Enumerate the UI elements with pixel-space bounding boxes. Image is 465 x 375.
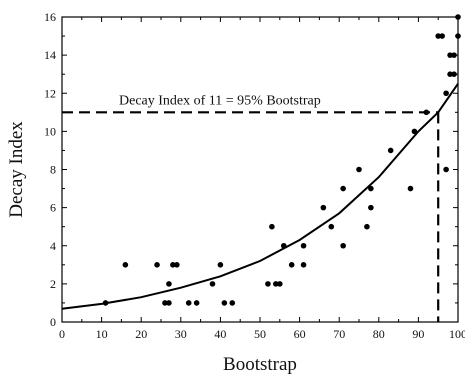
data-point: [356, 166, 362, 173]
tick-labels: 0 10 20 30 40 50 60 70 80 90 100 0 2 4 6 8 10 12 14 16: [44, 10, 465, 341]
data-point: [439, 33, 445, 39]
threshold-annotation: Decay Index of 11 = 95% Bootstrap: [119, 93, 321, 108]
y-tick-label: 6: [50, 201, 56, 215]
plot-frame: [61, 16, 459, 323]
fit-curve: [61, 83, 459, 310]
data-point: [443, 90, 449, 97]
axis-ticks: [61, 16, 459, 323]
x-tick-label: 0: [59, 327, 65, 341]
data-point: [328, 223, 335, 230]
data-point: [229, 300, 236, 306]
data-point: [435, 33, 442, 39]
data-point: [221, 300, 228, 306]
data-point: [174, 262, 180, 268]
data-point: [269, 223, 275, 230]
x-tick-label: 90: [412, 327, 424, 341]
data-point: [368, 204, 374, 211]
x-tick-label: 30: [175, 327, 187, 341]
threshold-lines: [62, 111, 440, 322]
data-point: [423, 109, 430, 116]
data-point: [288, 262, 295, 268]
data-point: [102, 300, 109, 306]
data-point: [451, 71, 457, 77]
x-axis-title: Bootstrap: [223, 354, 297, 375]
data-point: [300, 262, 307, 268]
y-tick-label: 0: [50, 315, 56, 329]
data-point: [368, 185, 374, 192]
data-point: [185, 300, 192, 306]
data-point: [447, 52, 453, 58]
data-point: [364, 223, 370, 230]
data-point: [217, 262, 224, 268]
x-tick-label: 60: [294, 327, 306, 341]
y-tick-label: 8: [50, 163, 56, 177]
y-tick-label: 14: [44, 48, 56, 62]
data-point: [407, 185, 414, 192]
data-point: [154, 262, 160, 268]
data-point: [162, 300, 168, 306]
y-tick-label: 2: [50, 277, 56, 291]
x-tick-label: 20: [135, 327, 147, 341]
x-tick-label: 50: [254, 327, 266, 341]
y-tick-label: 12: [44, 86, 56, 100]
data-point: [300, 242, 307, 249]
data-point: [170, 262, 176, 268]
data-point: [451, 52, 457, 58]
data-point: [387, 147, 394, 154]
data-point: [447, 71, 453, 77]
data-point: [193, 300, 200, 306]
data-point: [340, 242, 346, 249]
x-tick-label: 40: [214, 327, 226, 341]
x-tick-label: 70: [333, 327, 345, 341]
x-tick-label: 10: [96, 327, 108, 341]
y-tick-label: 10: [44, 124, 56, 138]
data-point: [320, 204, 327, 211]
data-point: [265, 281, 271, 287]
x-tick-label: 100: [449, 327, 465, 341]
data-point: [166, 300, 172, 306]
data-point: [209, 281, 216, 287]
y-tick-label: 16: [44, 10, 56, 24]
data-point: [166, 281, 172, 287]
data-point: [443, 166, 449, 173]
y-axis-title: Decay Index: [6, 121, 27, 218]
data-point: [122, 262, 129, 268]
data-point: [280, 242, 287, 249]
scatter-points: [102, 14, 461, 306]
data-point: [273, 281, 279, 287]
fit-curve-layer: [61, 83, 459, 310]
data-point: [340, 185, 346, 192]
data-point: [411, 128, 418, 135]
y-tick-label: 4: [50, 239, 56, 253]
data-point: [277, 281, 283, 287]
x-tick-label: 80: [373, 327, 385, 341]
